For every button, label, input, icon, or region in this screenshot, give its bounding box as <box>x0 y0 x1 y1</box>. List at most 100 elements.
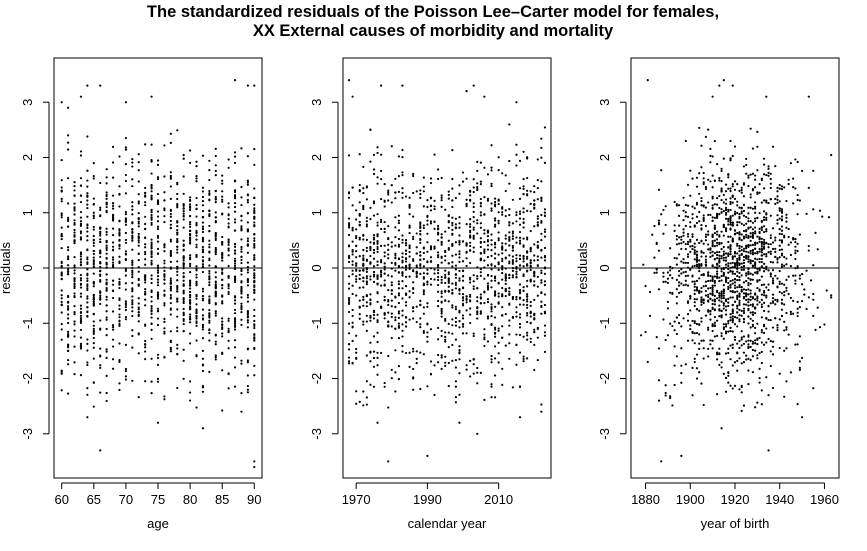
data-point <box>711 278 714 281</box>
data-point <box>383 295 386 298</box>
data-point <box>756 343 759 346</box>
data-point <box>401 241 404 244</box>
data-point <box>785 213 788 216</box>
data-point <box>253 339 256 342</box>
data-point <box>749 311 752 314</box>
data-point <box>472 236 475 239</box>
data-point <box>67 294 70 298</box>
data-point <box>526 255 529 258</box>
data-point <box>372 335 376 338</box>
data-point <box>740 338 743 341</box>
data-point <box>394 257 397 260</box>
data-point <box>176 260 179 263</box>
data-point <box>709 147 712 151</box>
data-point <box>762 173 766 176</box>
data-point <box>700 382 703 385</box>
data-point <box>150 190 153 193</box>
data-point <box>67 346 70 349</box>
x-tick-label: 1970 <box>342 492 371 507</box>
data-point <box>60 237 63 241</box>
data-point <box>533 317 536 320</box>
data-point <box>111 367 115 370</box>
data-point <box>118 304 121 307</box>
data-point <box>429 260 433 263</box>
data-point <box>518 303 522 306</box>
data-point <box>677 214 681 218</box>
data-point <box>221 242 224 245</box>
data-point <box>124 274 127 277</box>
data-point <box>698 371 701 374</box>
data-point <box>240 308 243 311</box>
data-point <box>738 258 741 261</box>
data-point <box>376 283 379 286</box>
data-point <box>163 175 166 178</box>
data-point <box>201 186 205 189</box>
data-point <box>780 225 784 228</box>
data-point <box>727 187 730 190</box>
data-point <box>722 271 725 274</box>
data-point <box>767 283 770 286</box>
data-point <box>780 254 784 257</box>
data-point <box>518 326 522 329</box>
data-point <box>504 174 507 177</box>
data-point <box>118 280 121 284</box>
data-point <box>504 344 507 347</box>
data-point <box>412 258 415 261</box>
data-point <box>355 209 358 212</box>
data-point <box>461 275 465 278</box>
data-point <box>646 79 649 82</box>
data-point <box>682 261 685 264</box>
data-point <box>214 333 217 336</box>
data-point <box>749 244 752 247</box>
scatter-points-2 <box>347 79 547 463</box>
data-point <box>536 327 539 330</box>
data-point <box>711 235 714 239</box>
data-point <box>86 349 89 352</box>
data-point <box>675 238 678 241</box>
data-point <box>105 273 108 276</box>
data-point <box>508 221 511 224</box>
data-point <box>543 293 547 296</box>
data-point <box>169 238 172 241</box>
data-point <box>729 223 732 226</box>
data-point <box>508 244 511 247</box>
data-point <box>727 217 730 220</box>
data-point <box>767 310 770 313</box>
data-point <box>369 298 372 302</box>
data-point <box>227 330 230 334</box>
data-point <box>401 174 404 177</box>
data-point <box>376 242 379 245</box>
data-point <box>67 349 70 352</box>
data-point <box>736 297 739 300</box>
data-point <box>497 222 500 225</box>
data-point <box>169 293 172 297</box>
data-point <box>214 164 217 167</box>
data-point <box>118 228 121 231</box>
data-point <box>693 360 696 364</box>
data-point <box>780 229 784 232</box>
data-point <box>742 261 746 265</box>
data-point <box>240 302 243 305</box>
data-point <box>778 200 781 203</box>
data-point <box>508 287 511 290</box>
data-point <box>754 257 757 260</box>
data-point <box>493 203 497 206</box>
data-point <box>347 260 351 264</box>
data-point <box>508 276 511 280</box>
data-point <box>780 302 784 305</box>
data-point <box>451 216 454 219</box>
data-point <box>792 299 795 302</box>
data-point <box>383 251 386 254</box>
data-point <box>447 215 450 218</box>
data-point <box>131 205 134 208</box>
data-point <box>720 179 723 183</box>
data-point <box>543 272 547 276</box>
data-point <box>124 163 127 166</box>
data-point <box>144 304 147 307</box>
data-point <box>362 248 365 252</box>
data-point <box>740 186 743 189</box>
data-point <box>221 198 224 201</box>
data-point <box>111 296 115 300</box>
data-point <box>383 385 386 388</box>
